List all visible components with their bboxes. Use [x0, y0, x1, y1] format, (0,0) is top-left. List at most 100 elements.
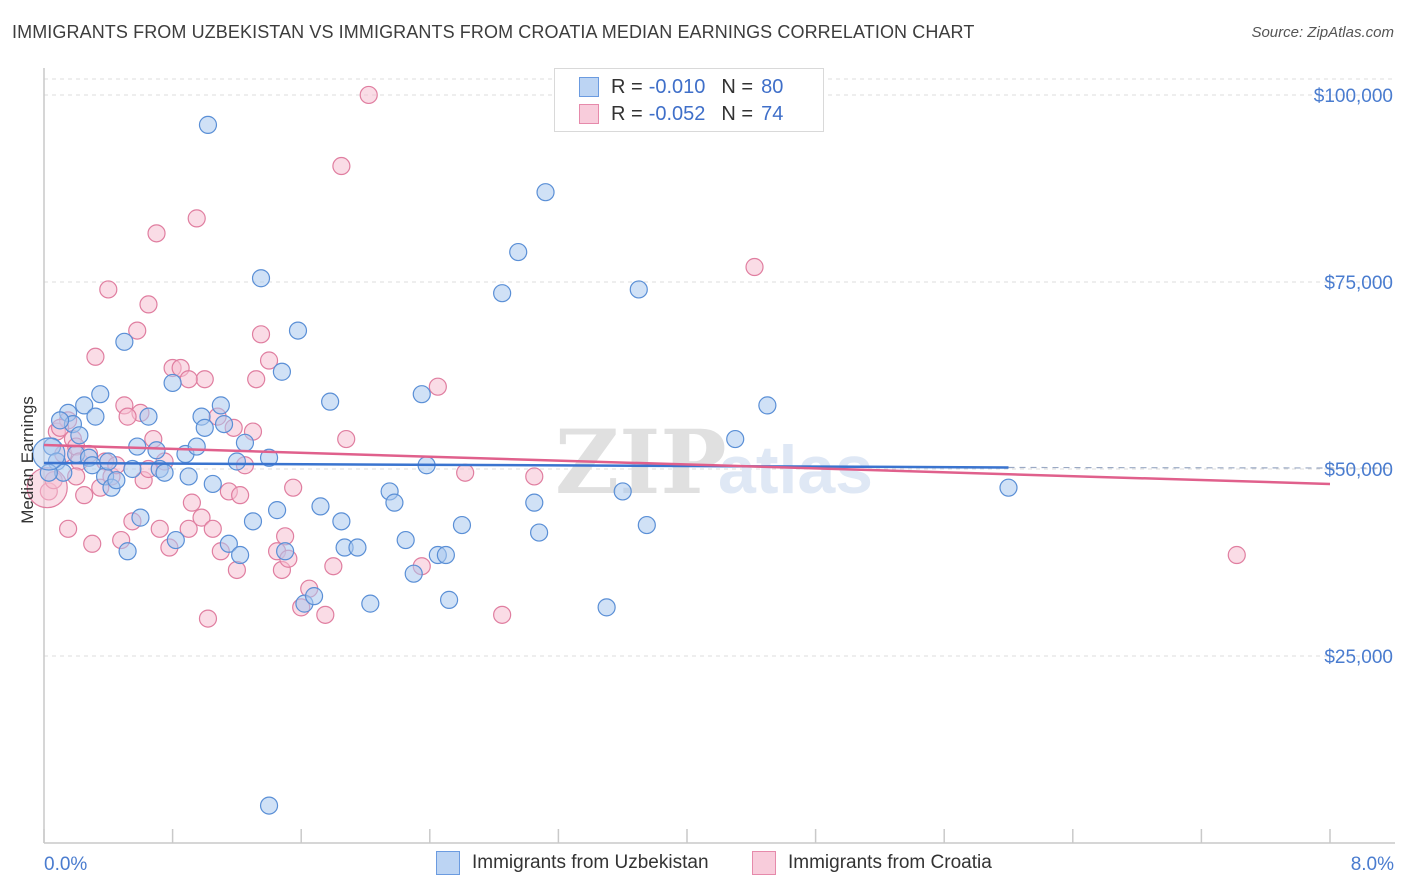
croatia-point	[525, 467, 544, 486]
uzbekistan-point	[123, 459, 142, 479]
uzbekistan-point	[231, 545, 250, 565]
stats-legend: R = -0.010 N = 80 R = -0.052 N = 74	[554, 68, 824, 132]
croatia-point	[83, 534, 102, 553]
uzbekistan-trend-line	[43, 461, 1009, 469]
uzbekistan-point	[70, 426, 89, 445]
uzbekistan-point	[758, 396, 777, 415]
croatia-point	[118, 407, 137, 426]
croatia-point	[179, 519, 198, 538]
uzbekistan-point	[999, 478, 1018, 497]
croatia-point	[259, 351, 279, 370]
chart-title: IMMIGRANTS FROM UZBEKISTAN VS IMMIGRANTS…	[12, 22, 975, 42]
y-tick-label: $50,000	[1324, 460, 1393, 481]
legend-item-uzbekistan[interactable]: Immigrants from Uzbekistan	[436, 851, 709, 875]
uzbekistan-point	[613, 482, 632, 501]
croatia-point	[86, 347, 105, 366]
croatia-point	[59, 519, 78, 538]
uzbekistan-point	[637, 515, 656, 535]
uzbekistan-point	[404, 564, 423, 583]
uzbekistan-point	[243, 512, 263, 531]
croatia-point	[203, 519, 222, 538]
series-legend: Immigrants from Uzbekistan Immigrants fr…	[0, 851, 1406, 877]
uzbekistan-point	[219, 534, 238, 553]
uzbekistan-point	[530, 523, 549, 542]
croatia-point	[456, 463, 475, 482]
trend-lines	[43, 443, 1394, 486]
croatia-point	[192, 508, 211, 527]
pink-swatch-icon	[579, 104, 599, 124]
uzbekistan-point	[304, 587, 324, 606]
croatia-trend-line	[43, 443, 1331, 486]
uzbekistan-point	[536, 183, 555, 202]
y-tick-label: $75,000	[1324, 273, 1393, 294]
croatia-point	[359, 85, 378, 105]
legend-label-croatia: Immigrants from Croatia	[788, 852, 992, 873]
uzbekistan-point	[396, 530, 415, 550]
uzbekistan-point	[276, 542, 295, 561]
uzbekistan-point	[166, 530, 185, 550]
croatia-point	[150, 519, 169, 538]
source-label: Source: ZipAtlas.com	[1251, 24, 1394, 41]
x-tick-marks	[43, 829, 1331, 843]
legend-n-label: N =	[721, 102, 754, 125]
croatia-point	[198, 609, 218, 628]
y-tick-labels: $25,000 $50,000 $75,000 $100,000	[1314, 86, 1393, 668]
uzbekistan-point	[311, 497, 330, 516]
uzbekistan-point	[86, 407, 105, 426]
uzbekistan-point	[118, 542, 137, 561]
uzbekistan-point	[493, 284, 512, 303]
croatia-point	[75, 486, 94, 505]
uzbekistan-point	[91, 385, 110, 404]
uzbekistan-point	[115, 332, 134, 351]
legend-r-label: R =	[611, 75, 643, 98]
uzbekistan-point	[195, 418, 214, 437]
uzbekistan-point	[75, 396, 94, 415]
uzbekistan-point	[272, 362, 292, 381]
uzbekistan-point	[187, 437, 206, 456]
legend-row-croatia: R = -0.052 N = 74	[579, 101, 783, 127]
x-tick-label-max: 8.0%	[1351, 854, 1394, 875]
uzbekistan-point	[509, 242, 528, 262]
y-tick-label: $25,000	[1324, 647, 1393, 668]
croatia-point	[324, 557, 343, 576]
uzbekistan-point	[50, 411, 70, 430]
legend-n-value: 74	[761, 102, 784, 125]
uzbekistan-point	[361, 594, 380, 613]
blue-swatch-icon	[579, 77, 599, 97]
uzbekistan-point	[211, 396, 230, 415]
uzbekistan-point	[179, 467, 198, 486]
y-tick-label: $100,000	[1314, 86, 1393, 107]
croatia-point	[187, 209, 206, 228]
croatia-point	[128, 321, 147, 340]
legend-item-croatia[interactable]: Immigrants from Croatia	[752, 851, 992, 875]
uzbekistan-point	[251, 269, 271, 288]
croatia-point	[99, 280, 118, 299]
uzbekistan-point	[597, 598, 616, 617]
croatia-point	[139, 295, 158, 314]
uzbekistan-point	[259, 796, 279, 815]
croatia-points	[26, 85, 1246, 628]
uzbekistan-point	[452, 515, 472, 535]
croatia-point	[284, 478, 303, 497]
croatia-point	[428, 377, 447, 396]
uzbekistan-point	[99, 452, 118, 471]
uzbekistan-point	[439, 590, 459, 609]
uzbekistan-point	[412, 385, 431, 404]
legend-r-value: -0.052	[648, 102, 706, 125]
uzbekistan-point	[147, 441, 166, 460]
uzbekistan-point	[163, 373, 182, 393]
gridlines	[44, 78, 1393, 657]
croatia-point	[147, 224, 166, 243]
uzbekistan-point	[525, 493, 544, 512]
uzbekistan-point	[227, 452, 246, 471]
croatia-point	[493, 605, 512, 624]
uzbekistan-point	[235, 433, 255, 452]
uzbekistan-point	[198, 115, 218, 134]
uzbekistan-point	[348, 538, 367, 557]
croatia-point	[316, 605, 335, 624]
legend-n-value: 80	[761, 75, 784, 98]
legend-row-uzbekistan: R = -0.010 N = 80	[579, 74, 783, 100]
uzbekistan-point	[288, 321, 308, 340]
uzbekistan-point	[131, 508, 150, 527]
